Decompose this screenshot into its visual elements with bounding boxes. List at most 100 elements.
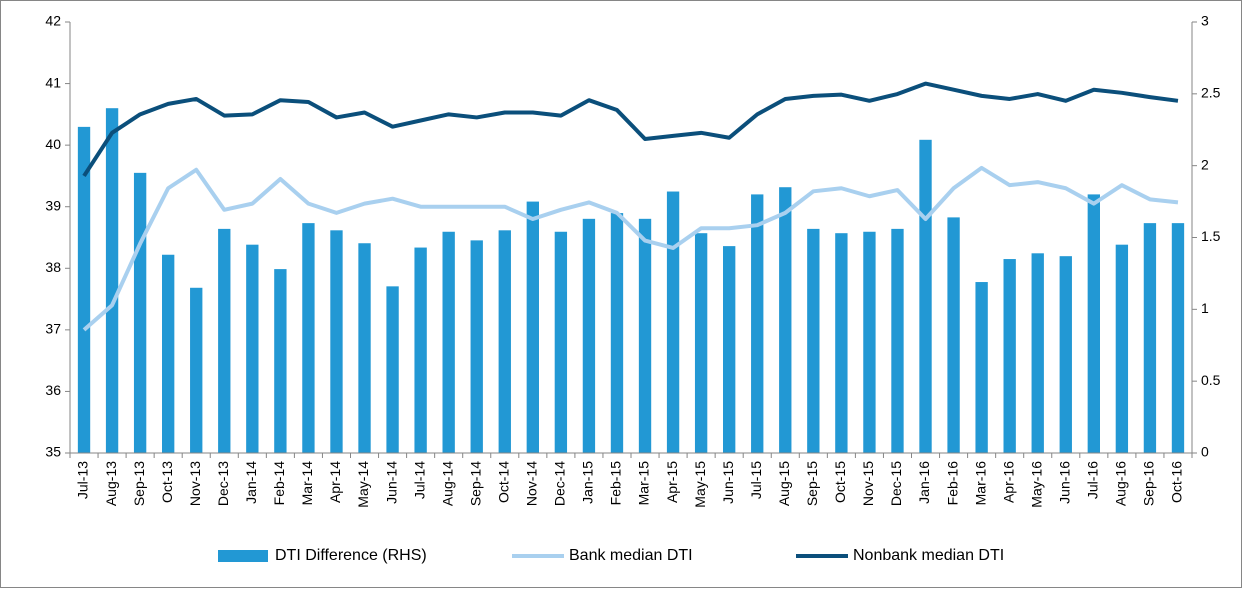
x-tick-label: May-16 (1028, 461, 1044, 508)
bar (835, 233, 848, 453)
bar (610, 213, 624, 453)
bar (947, 217, 960, 453)
x-tick-label: Sep-16 (1141, 461, 1157, 506)
x-tick-label: Feb-16 (944, 461, 960, 506)
bar (1059, 256, 1072, 453)
bar (891, 228, 904, 453)
x-tick-label: Sep-14 (467, 461, 483, 506)
x-tick-label: Mar-15 (636, 461, 652, 506)
y2-tick-label: 0.5 (1201, 372, 1221, 388)
line-series (82, 165, 1179, 332)
x-tick-label: Sep-15 (804, 461, 820, 506)
bar (218, 228, 231, 453)
x-tick-label: May-15 (692, 461, 708, 508)
bar (105, 108, 119, 453)
y2-tick-label: 2 (1201, 156, 1209, 172)
bar (302, 223, 315, 453)
bar (863, 231, 876, 453)
x-tick-label: Oct-14 (495, 461, 511, 503)
x-tick-label: Jul-14 (411, 461, 427, 499)
legend-label: DTI Difference (RHS) (275, 547, 427, 564)
x-tick-label: Apr-14 (327, 461, 343, 503)
y-tick-label: 42 (45, 13, 61, 29)
x-tick-label: Feb-15 (608, 461, 624, 506)
x-tick-label: Feb-14 (271, 461, 287, 506)
bar (77, 126, 91, 454)
y2-tick-label: 2.5 (1201, 85, 1221, 101)
bar (694, 233, 708, 453)
bar (554, 231, 568, 453)
bar (723, 246, 736, 453)
x-tick-label: Mar-14 (299, 461, 315, 506)
bar (666, 191, 680, 453)
x-tick-label: Jan-15 (580, 461, 596, 504)
x-tick-label: Jul-16 (1085, 461, 1101, 499)
x-tick-label: Aug-14 (439, 461, 455, 506)
bar (274, 269, 287, 453)
x-tick-label: Dec-15 (888, 461, 904, 506)
bar (1171, 223, 1185, 453)
bar (526, 201, 539, 453)
x-tick-label: Sep-13 (131, 461, 147, 506)
x-tick-label: May-14 (355, 461, 371, 508)
y2-tick-label: 3 (1201, 13, 1209, 29)
x-tick-label: Jul-15 (748, 461, 764, 499)
y-tick-label: 37 (45, 321, 61, 337)
legend-label: Nonbank median DTI (853, 547, 1004, 564)
bar (190, 287, 203, 453)
x-tick-label: Jun-14 (383, 461, 399, 504)
y2-tick-label: 0 (1201, 444, 1209, 460)
line-series (82, 81, 1179, 178)
bar (1087, 194, 1100, 453)
x-tick-label: Aug-15 (776, 461, 792, 506)
x-tick-label: Apr-15 (664, 461, 680, 503)
bar (386, 286, 399, 453)
bar (246, 244, 259, 453)
x-tick-label: Jun-15 (720, 461, 736, 504)
bar (1115, 244, 1129, 453)
bar (442, 231, 455, 453)
bar (133, 172, 147, 453)
bar (162, 254, 175, 453)
bar (358, 243, 371, 453)
bar (470, 240, 483, 453)
y-tick-label: 36 (45, 382, 61, 398)
legend-swatch (218, 550, 268, 562)
legend-label: Bank median DTI (569, 547, 693, 564)
y-tick-label: 35 (45, 444, 61, 460)
bar (414, 247, 427, 453)
y-tick-label: 41 (45, 74, 61, 90)
y-tick-label: 40 (45, 136, 61, 152)
x-tick-label: Aug-13 (103, 461, 119, 506)
x-tick-label: Aug-16 (1113, 461, 1129, 506)
bar (1143, 223, 1157, 453)
bar (498, 230, 511, 453)
bar (751, 194, 764, 453)
bar (330, 230, 343, 453)
x-tick-label: Mar-16 (972, 461, 988, 506)
bar (1003, 259, 1016, 453)
bar (582, 218, 596, 453)
x-tick-label: Dec-14 (552, 461, 568, 506)
y-tick-label: 39 (45, 197, 61, 213)
bar (807, 228, 820, 453)
x-tick-label: Oct-13 (159, 461, 175, 503)
y2-tick-label: 1.5 (1201, 228, 1221, 244)
x-tick-label: Jan-14 (243, 461, 259, 504)
x-tick-label: Nov-15 (860, 461, 876, 506)
x-tick-label: Dec-13 (215, 461, 231, 506)
bar (779, 187, 792, 453)
x-tick-label: Jan-16 (916, 461, 932, 504)
x-tick-label: Jun-16 (1056, 461, 1072, 504)
y2-tick-label: 1 (1201, 300, 1209, 316)
y-tick-label: 38 (45, 259, 61, 275)
bar (638, 218, 652, 453)
x-tick-label: Nov-13 (187, 461, 203, 506)
x-tick-label: Apr-16 (1000, 461, 1016, 503)
bar (975, 282, 988, 453)
x-tick-label: Jul-13 (75, 461, 91, 499)
x-tick-label: Oct-16 (1169, 461, 1185, 503)
bar (919, 139, 932, 453)
bar (1031, 253, 1044, 453)
